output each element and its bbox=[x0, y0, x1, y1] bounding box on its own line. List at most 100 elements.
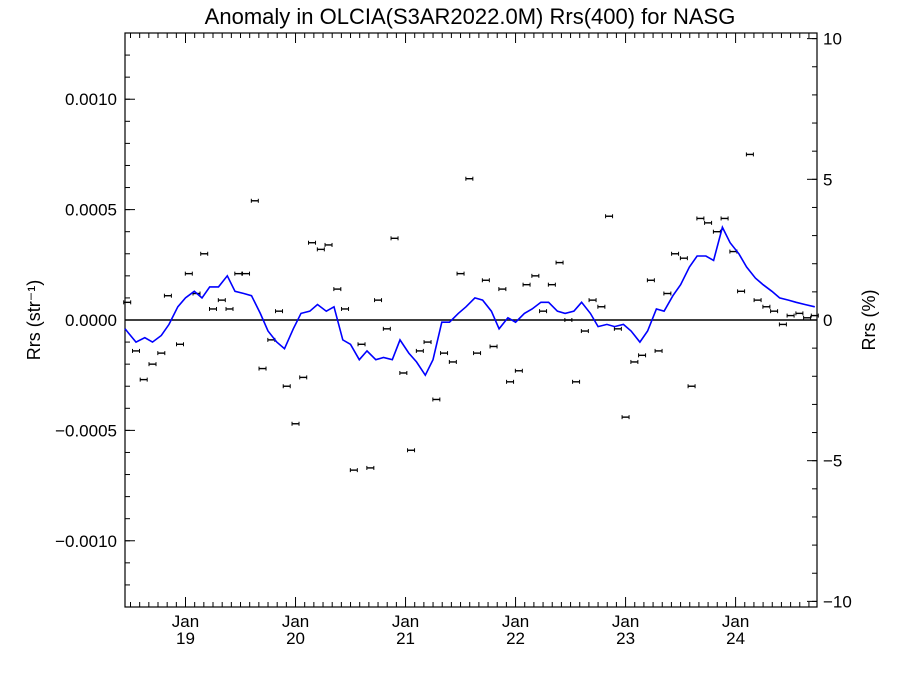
data-point bbox=[291, 421, 300, 426]
data-point bbox=[613, 326, 622, 331]
data-point bbox=[473, 351, 482, 356]
data-point bbox=[778, 322, 787, 327]
data-point bbox=[489, 344, 498, 349]
left-tick-label: −0.0005 bbox=[55, 421, 117, 440]
data-point bbox=[139, 377, 148, 382]
data-point bbox=[671, 251, 680, 256]
data-point bbox=[349, 468, 358, 473]
data-point bbox=[341, 306, 350, 311]
data-point bbox=[770, 309, 779, 314]
chart-title: Anomaly in OLCIA(S3AR2022.0M) Rrs(400) f… bbox=[205, 4, 736, 29]
left-axis: 0.0010 0.0005 0.0000 −0.0005 −0.0010 bbox=[55, 54, 135, 586]
data-point bbox=[132, 348, 141, 353]
right-axis-label: Rrs (%) bbox=[859, 290, 879, 351]
data-point bbox=[597, 304, 606, 309]
data-point bbox=[555, 260, 564, 265]
data-point bbox=[762, 304, 771, 309]
data-point bbox=[621, 415, 630, 420]
data-point bbox=[456, 271, 465, 276]
data-point bbox=[333, 287, 342, 292]
data-point bbox=[390, 236, 399, 241]
data-point bbox=[148, 362, 157, 367]
data-point bbox=[564, 318, 573, 322]
data-point bbox=[299, 375, 308, 380]
data-point bbox=[630, 359, 639, 364]
data-point bbox=[580, 329, 589, 334]
data-point bbox=[522, 282, 531, 287]
data-point bbox=[753, 298, 762, 303]
x-tick-year: 22 bbox=[506, 629, 525, 648]
data-point bbox=[399, 370, 408, 375]
data-point bbox=[423, 340, 432, 345]
data-point bbox=[745, 152, 754, 157]
x-tick-year: 21 bbox=[396, 629, 415, 648]
data-point bbox=[481, 278, 490, 283]
data-point bbox=[234, 271, 243, 276]
data-point bbox=[679, 256, 688, 261]
data-point bbox=[163, 293, 172, 298]
data-point bbox=[157, 351, 166, 356]
data-point bbox=[316, 247, 325, 252]
x-tick-year: 19 bbox=[176, 629, 195, 648]
data-point bbox=[547, 282, 556, 287]
data-point bbox=[465, 176, 474, 181]
data-points bbox=[123, 152, 819, 473]
data-point bbox=[432, 397, 441, 402]
data-point bbox=[803, 315, 812, 320]
right-tick-label: −10 bbox=[823, 592, 852, 611]
data-point bbox=[531, 273, 540, 278]
x-tick-year: 23 bbox=[616, 629, 635, 648]
data-point bbox=[654, 348, 663, 353]
right-tick-label: −5 bbox=[823, 452, 842, 471]
data-point bbox=[605, 214, 614, 219]
data-point bbox=[514, 368, 523, 373]
x-tick-year: 24 bbox=[726, 629, 745, 648]
data-point bbox=[242, 271, 251, 276]
data-point bbox=[572, 379, 581, 384]
data-point bbox=[366, 465, 375, 470]
data-point bbox=[415, 348, 424, 353]
data-point bbox=[308, 240, 317, 245]
data-point bbox=[123, 300, 132, 305]
data-point bbox=[448, 359, 457, 364]
left-tick-label: 0.0000 bbox=[65, 311, 117, 330]
data-point bbox=[324, 242, 333, 247]
x-tick-month: Jan bbox=[722, 612, 749, 631]
x-tick-month: Jan bbox=[282, 612, 309, 631]
data-point bbox=[506, 379, 515, 384]
right-tick-label: 0 bbox=[823, 311, 832, 330]
x-tick-month: Jan bbox=[502, 612, 529, 631]
data-point bbox=[646, 278, 655, 283]
right-tick-label: 10 bbox=[823, 30, 842, 49]
data-point bbox=[407, 448, 416, 453]
data-point bbox=[663, 291, 672, 296]
right-tick-label: 5 bbox=[823, 170, 832, 189]
data-point bbox=[217, 298, 226, 303]
running-mean-line bbox=[124, 225, 815, 377]
data-point bbox=[282, 384, 291, 389]
data-point bbox=[498, 287, 507, 292]
data-point bbox=[357, 342, 366, 347]
data-point bbox=[704, 220, 713, 225]
data-point bbox=[720, 216, 729, 221]
data-point bbox=[258, 366, 267, 371]
data-point bbox=[374, 298, 383, 303]
data-point bbox=[638, 353, 647, 358]
x-tick-month: Jan bbox=[392, 612, 419, 631]
x-tick-year: 20 bbox=[286, 629, 305, 648]
data-point bbox=[810, 313, 819, 318]
x-tick-month: Jan bbox=[172, 612, 199, 631]
left-tick-label: 0.0010 bbox=[65, 90, 117, 109]
data-point bbox=[275, 309, 284, 314]
data-point bbox=[737, 289, 746, 294]
left-axis-label: Rrs (str⁻¹) bbox=[24, 280, 44, 360]
left-tick-label: −0.0010 bbox=[55, 532, 117, 551]
data-point bbox=[795, 311, 804, 316]
data-point bbox=[588, 298, 597, 303]
left-tick-label: 0.0005 bbox=[65, 201, 117, 220]
data-point bbox=[250, 198, 259, 203]
data-point bbox=[539, 309, 548, 314]
data-point bbox=[696, 216, 705, 221]
